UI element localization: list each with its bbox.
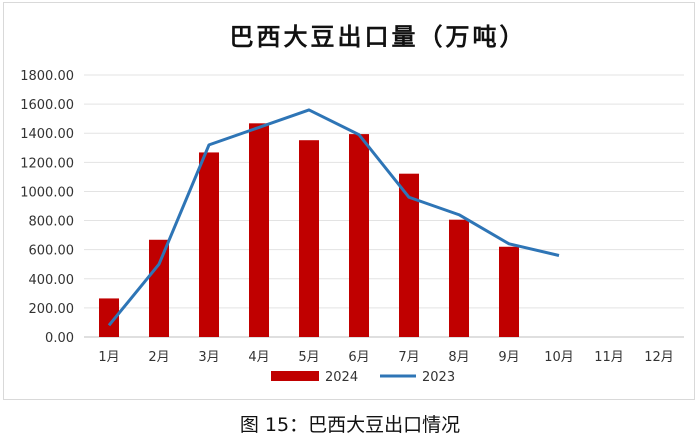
- x-tick-label: 4月: [248, 350, 269, 365]
- bar-2024: [299, 140, 319, 337]
- y-tick-label: 1600.00: [20, 98, 74, 113]
- y-tick-label: 1800.00: [20, 69, 74, 84]
- x-tick-label: 7月: [398, 350, 419, 365]
- y-axis-ticks: 0.00 200.00 400.00 600.00 800.00 1000.00 1200.…: [20, 69, 74, 346]
- x-tick-label: 8月: [448, 350, 469, 365]
- legend-swatch-2024: [271, 371, 319, 381]
- line-series: [107, 108, 560, 327]
- bar-2024: [99, 298, 119, 337]
- bar-2024: [499, 246, 519, 337]
- y-tick-label: 0.00: [45, 331, 74, 346]
- x-tick-label: 10月: [544, 350, 574, 365]
- x-tick-label: 2月: [148, 350, 169, 365]
- chart-canvas: 巴西大豆出口量（万吨） 0.00 200.00 400.00 600.00 800.00…: [20, 22, 684, 385]
- bar-series: [99, 123, 519, 337]
- chart-frame: 巴西大豆出口量（万吨） 0.00 200.00 400.00 600.00 800.00…: [3, 2, 695, 400]
- x-tick-label: 3月: [198, 350, 219, 365]
- bar-2024: [399, 173, 419, 337]
- bar-2024: [349, 134, 369, 337]
- legend-label-2024: 2024: [325, 370, 358, 385]
- x-tick-label: 6月: [348, 350, 369, 365]
- y-tick-label: 400.00: [29, 273, 75, 288]
- y-tick-label: 1400.00: [20, 127, 74, 142]
- chart-title: 巴西大豆出口量（万吨）: [230, 22, 527, 51]
- x-tick-label: 11月: [594, 350, 624, 365]
- x-tick-label: 1月: [98, 350, 119, 365]
- bar-2024: [449, 219, 469, 337]
- legend: 2024 2023: [271, 370, 455, 385]
- bar-2024: [249, 123, 269, 337]
- legend-label-2023: 2023: [422, 370, 455, 385]
- y-tick-label: 1200.00: [20, 156, 74, 171]
- y-tick-label: 800.00: [29, 215, 75, 230]
- line-2023: [107, 108, 560, 327]
- x-tick-label: 12月: [644, 350, 674, 365]
- x-tick-label: 5月: [298, 350, 319, 365]
- x-axis-ticks: 1月 2月 3月 4月 5月 6月 7月 8月 9月 10月 11月 12月: [98, 350, 673, 365]
- y-tick-label: 200.00: [29, 302, 75, 317]
- y-tick-label: 600.00: [29, 244, 75, 259]
- y-tick-label: 1000.00: [20, 185, 74, 200]
- bar-2024: [149, 239, 169, 337]
- grid-lines: [84, 74, 684, 338]
- bar-2024: [199, 152, 219, 337]
- x-tick-label: 9月: [498, 350, 519, 365]
- figure-caption: 图 15：巴西大豆出口情况: [239, 414, 461, 436]
